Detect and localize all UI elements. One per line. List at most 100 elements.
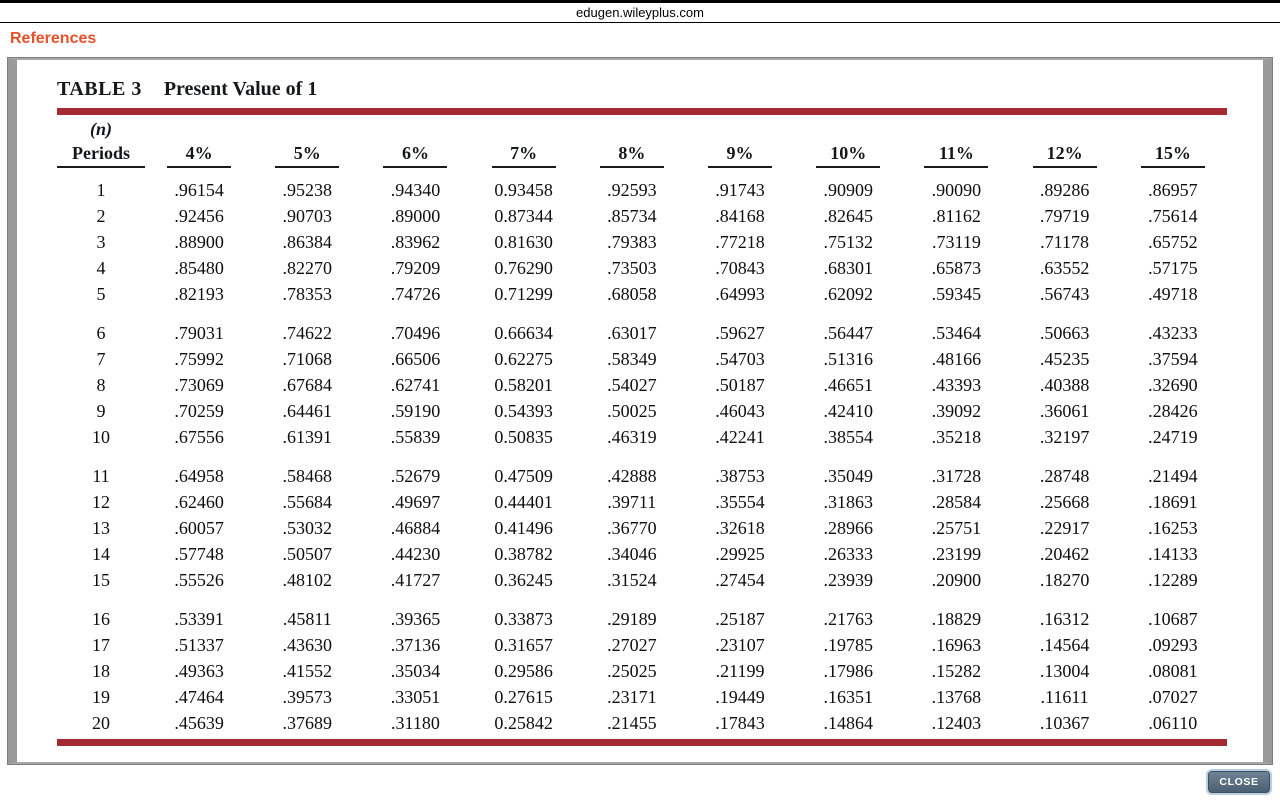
pv-factor-cell: .73119 — [931, 232, 981, 252]
table-row: 10 .67556 .61391 .55839 0.50835 .46319 .42241.… — [57, 424, 1227, 463]
pv-factor-cell: 0.76290 — [494, 258, 553, 278]
pv-factor-cell: .57748 — [174, 544, 224, 564]
pv-factor-cell: .79209 — [390, 258, 441, 278]
period-cell: 15 — [92, 570, 110, 590]
table-row: 20 .45639 .37689 .31180 0.25842 .21455 .17843.… — [57, 710, 1227, 736]
pv-factor-cell: .89286 — [1039, 180, 1090, 200]
pv-factor-cell: .62741 — [390, 375, 441, 395]
pv-factor-cell: 0.41496 — [494, 518, 553, 538]
pv-factor-cell: .15282 — [931, 661, 982, 681]
pv-factor-cell: .60057 — [174, 518, 224, 538]
pv-factor-cell: .37136 — [390, 635, 441, 655]
pv-factor-cell: 0.87344 — [494, 206, 553, 226]
pv-factor-cell: .41727 — [390, 570, 441, 590]
pv-factor-cell: .56743 — [1039, 284, 1090, 304]
pv-factor-cell: .82270 — [282, 258, 333, 278]
pv-factor-cell: .66506 — [390, 349, 441, 369]
pv-factor-cell: .18270 — [1039, 570, 1090, 590]
pv-factor-cell: .63017 — [607, 323, 657, 343]
pv-factor-cell: .75992 — [174, 349, 224, 369]
pv-factor-cell: .95238 — [282, 180, 333, 200]
period-cell: 18 — [92, 661, 110, 681]
pv-factor-cell: .53391 — [174, 609, 224, 629]
pv-factor-cell: .42241 — [715, 427, 765, 447]
pv-factor-cell: .81162 — [931, 206, 981, 226]
pv-factor-cell: .17986 — [823, 661, 873, 681]
period-cell: 7 — [96, 349, 106, 369]
bottom-accent-rule — [57, 739, 1227, 746]
pv-factor-cell: .28748 — [1039, 466, 1090, 486]
table-row: 15 .55526 .48102 .41727 0.36245 .31524 .27454.… — [57, 567, 1227, 606]
pv-factor-cell: .20900 — [931, 570, 982, 590]
rate-column-header: 10% — [794, 119, 902, 177]
pv-factor-cell: .41552 — [282, 661, 333, 681]
pv-factor-cell: .46884 — [390, 518, 441, 538]
pv-factor-cell: .90090 — [931, 180, 982, 200]
pv-factor-cell: .23199 — [931, 544, 982, 564]
pv-factor-cell: .49697 — [390, 492, 441, 512]
pv-factor-cell: .34046 — [607, 544, 657, 564]
pv-factor-cell: 0.29586 — [494, 661, 553, 681]
pv-factor-cell: .39573 — [282, 687, 333, 707]
pv-factor-cell: .31180 — [391, 713, 440, 733]
pv-factor-cell: .96154 — [174, 180, 224, 200]
pv-factor-cell: .36770 — [607, 518, 657, 538]
rate-column-header: 15% — [1119, 119, 1227, 177]
pv-factor-cell: .28584 — [931, 492, 982, 512]
pv-factor-cell: .27454 — [715, 570, 765, 590]
pv-factor-cell: .64993 — [715, 284, 765, 304]
table-row: 4 .85480 .82270 .79209 0.76290 .73503 .70843 .6… — [57, 255, 1227, 281]
references-link[interactable]: References — [10, 30, 97, 47]
pv-factor-cell: .88900 — [174, 232, 224, 252]
pv-factor-cell: .35049 — [823, 466, 873, 486]
pv-factor-cell: .85480 — [174, 258, 224, 278]
period-cell: 12 — [92, 492, 110, 512]
pv-factor-cell: 0.58201 — [494, 375, 553, 395]
pv-factor-cell: .36061 — [1039, 401, 1090, 421]
pv-factor-cell: .62092 — [823, 284, 873, 304]
pv-factor-cell: .55839 — [390, 427, 441, 447]
pv-factor-cell: 0.27615 — [494, 687, 553, 707]
pv-factor-cell: .51316 — [823, 349, 873, 369]
pv-factor-cell: .55526 — [174, 570, 224, 590]
pv-factor-cell: .38753 — [715, 466, 765, 486]
pv-factor-cell: .54703 — [715, 349, 765, 369]
pv-factor-cell: .57175 — [1148, 258, 1198, 278]
period-cell: 3 — [96, 232, 106, 252]
pv-factor-cell: .07027 — [1148, 687, 1198, 707]
pv-factor-cell: .12289 — [1148, 570, 1198, 590]
pv-factor-cell: .89000 — [390, 206, 441, 226]
pv-factor-cell: .22917 — [1039, 518, 1090, 538]
pv-factor-cell: .21455 — [607, 713, 657, 733]
pv-factor-cell: 0.66634 — [494, 323, 553, 343]
pv-factor-cell: .25187 — [715, 609, 765, 629]
pv-factor-cell: .24719 — [1148, 427, 1198, 447]
pv-factor-cell: .28966 — [823, 518, 873, 538]
pv-factor-cell: .26333 — [823, 544, 873, 564]
pv-factor-cell: .67684 — [282, 375, 333, 395]
pv-factor-cell: .20462 — [1039, 544, 1090, 564]
pv-factor-cell: .53032 — [282, 518, 333, 538]
pv-factor-cell: 0.81630 — [494, 232, 553, 252]
period-cell: 20 — [92, 713, 110, 733]
pv-factor-cell: .10367 — [1039, 713, 1090, 733]
pv-factor-cell: .45639 — [174, 713, 224, 733]
close-button[interactable]: CLOSE — [1208, 771, 1270, 793]
pv-factor-cell: .91743 — [715, 180, 765, 200]
pv-factor-cell: .70496 — [390, 323, 441, 343]
pv-factor-cell: .19785 — [823, 635, 873, 655]
pv-factor-cell: .62460 — [174, 492, 224, 512]
pv-factor-cell: .92593 — [607, 180, 657, 200]
pv-factor-cell: .28426 — [1148, 401, 1198, 421]
pv-factor-cell: .68301 — [823, 258, 873, 278]
pv-factor-cell: .18691 — [1148, 492, 1198, 512]
table-row: 7 .75992 .71068 .66506 0.62275 .58349 .54703 .5… — [57, 346, 1227, 372]
pv-factor-cell: .59190 — [390, 401, 441, 421]
pv-factor-cell: .82193 — [174, 284, 224, 304]
pv-factor-cell: .23171 — [607, 687, 657, 707]
pv-factor-cell: 0.33873 — [494, 609, 553, 629]
pv-factor-cell: .84168 — [715, 206, 765, 226]
pv-factor-cell: .90909 — [823, 180, 873, 200]
pv-factor-cell: .06110 — [1148, 713, 1198, 733]
period-cell: 8 — [96, 375, 106, 395]
